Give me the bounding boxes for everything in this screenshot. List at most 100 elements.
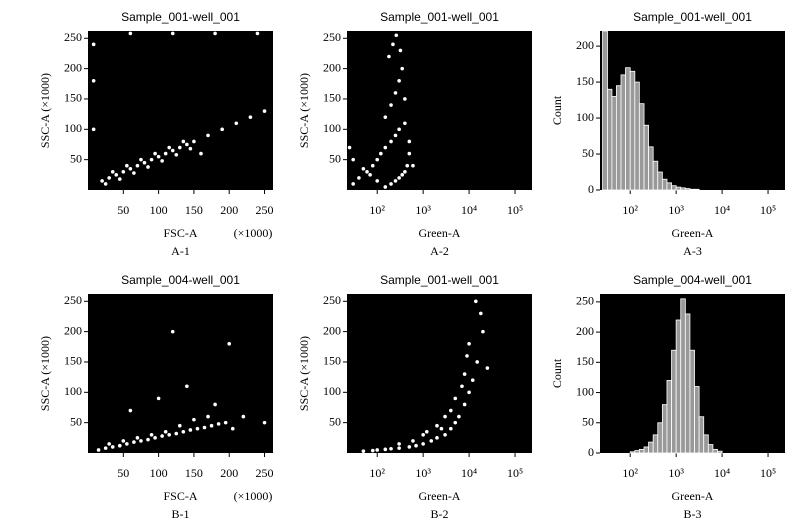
- histogram-bar: [694, 188, 700, 191]
- point: [351, 157, 355, 162]
- histogram-bar: [661, 404, 668, 454]
- panel-caption: B-3: [684, 507, 702, 521]
- point: [110, 445, 115, 449]
- histogram-bar: [671, 349, 677, 454]
- x-tick-label: 250: [256, 203, 274, 217]
- x-tick-label: 10²: [622, 203, 638, 217]
- point: [248, 115, 253, 119]
- histogram-bar: [602, 30, 608, 191]
- point: [167, 432, 172, 437]
- point: [398, 48, 403, 53]
- point: [96, 448, 101, 452]
- point: [199, 151, 203, 156]
- y-tick-label: 200: [576, 38, 594, 52]
- histogram-bar: [634, 81, 640, 191]
- point: [453, 396, 458, 401]
- point: [181, 139, 186, 144]
- histogram-bar: [707, 444, 714, 454]
- point: [262, 109, 267, 113]
- panel-caption: B-1: [172, 507, 190, 521]
- panel-caption: B-2: [431, 507, 449, 521]
- histogram-bar: [717, 450, 723, 454]
- point: [370, 448, 375, 453]
- point: [163, 151, 168, 156]
- y-axis-label: SSC-A (×1000): [297, 336, 311, 411]
- point: [370, 163, 375, 168]
- point: [110, 169, 115, 174]
- histogram-bar: [666, 380, 672, 454]
- histogram-bar: [689, 349, 695, 454]
- point: [177, 423, 182, 428]
- panel-title: Sample_001-well_001: [633, 10, 752, 24]
- y-axis-label: SSC-A (×1000): [38, 336, 52, 411]
- point: [407, 445, 412, 449]
- point: [170, 31, 175, 36]
- y-tick-label: 150: [64, 354, 82, 368]
- x-tick-label: 10³: [415, 466, 431, 480]
- point: [227, 341, 232, 346]
- point: [188, 146, 193, 151]
- point: [411, 163, 415, 168]
- point: [192, 417, 196, 422]
- point: [421, 442, 425, 446]
- y-tick-label: 200: [323, 323, 341, 337]
- x-tick-label: 10³: [415, 203, 431, 217]
- histogram-bar: [625, 67, 631, 191]
- point: [107, 176, 111, 180]
- x-tick-label: 10⁵: [507, 203, 523, 217]
- x-tick-label: 10³: [668, 203, 684, 217]
- x-axis-unit: (×1000): [234, 226, 273, 240]
- histogram-bar: [684, 313, 691, 454]
- histogram-bar: [638, 448, 645, 454]
- histogram-bar: [712, 448, 718, 454]
- x-tick-label: 100: [150, 203, 168, 217]
- y-tick-label: 100: [323, 384, 341, 398]
- point: [153, 151, 157, 156]
- histogram-bar: [643, 124, 649, 191]
- point: [135, 163, 140, 168]
- y-tick-label: 50: [582, 146, 594, 160]
- point: [462, 372, 467, 376]
- point: [361, 166, 366, 171]
- point: [393, 133, 398, 138]
- point: [393, 91, 398, 95]
- histogram-bar: [657, 422, 663, 454]
- histogram-bar: [675, 319, 682, 454]
- point: [121, 169, 126, 174]
- panel: Sample_001-well_001 10² 10³ 10⁴ 10⁵ 50 100 150 2…: [297, 10, 532, 258]
- point: [400, 173, 405, 177]
- point: [383, 115, 388, 119]
- point: [213, 31, 217, 36]
- histogram-bar: [652, 160, 659, 191]
- point: [460, 384, 464, 389]
- point: [202, 425, 207, 430]
- x-axis-label: FSC-A: [163, 489, 197, 503]
- panel-title: Sample_004-well_001: [121, 273, 240, 287]
- histogram-bar: [666, 182, 672, 191]
- point: [163, 429, 168, 434]
- point: [160, 434, 164, 438]
- point: [449, 408, 453, 413]
- histogram-bar: [611, 96, 617, 191]
- panel: Sample_001-well_001 50 100 150 200 250 50 100 15…: [38, 10, 274, 258]
- point: [128, 408, 133, 413]
- histogram-bar: [652, 434, 659, 454]
- point: [220, 127, 224, 132]
- point: [234, 121, 239, 126]
- point: [174, 431, 179, 436]
- histogram-bar: [694, 386, 700, 454]
- point: [262, 420, 267, 425]
- x-tick-label: 200: [220, 203, 238, 217]
- point: [485, 366, 490, 370]
- point: [230, 426, 235, 431]
- x-tick-label: 10⁵: [760, 203, 776, 217]
- point: [357, 176, 361, 180]
- histogram-bar: [648, 441, 654, 454]
- point: [435, 436, 439, 440]
- y-tick-label: 250: [64, 30, 82, 44]
- point: [206, 133, 210, 138]
- point: [185, 142, 189, 147]
- y-tick-label: 150: [576, 354, 594, 368]
- x-tick-label: 150: [185, 203, 203, 217]
